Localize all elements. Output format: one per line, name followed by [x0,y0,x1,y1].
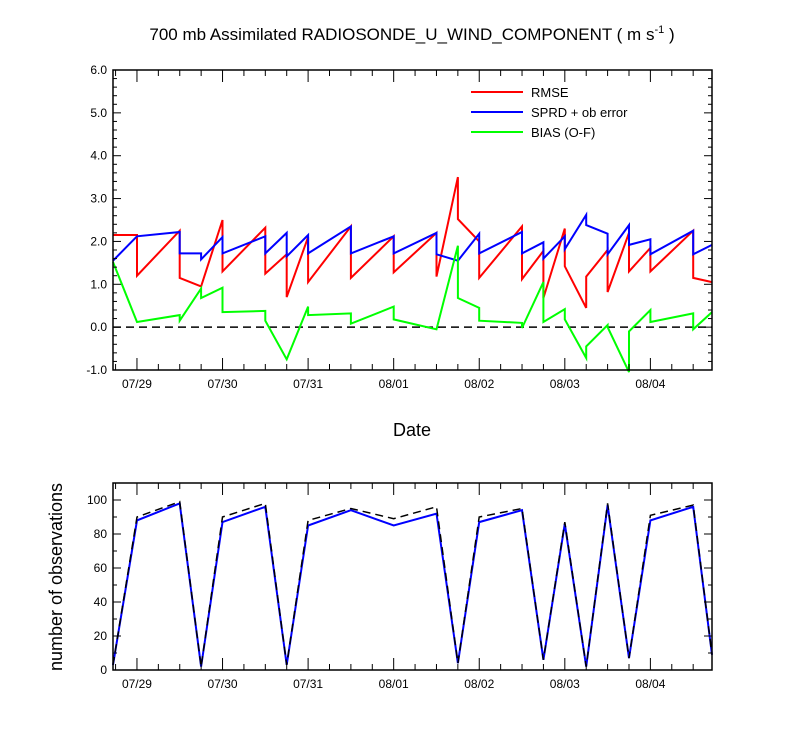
top-series-group [112,176,713,373]
x-tick-label: 07/29 [122,677,152,691]
bottom-series-group [112,500,713,667]
series-line-2 [112,500,713,667]
y-tick-label: 40 [94,595,108,609]
bottom-x-axis: 07/29 07/30 07/31 08/01 08/02 08/03 08/04 [115,483,694,691]
legend-label-3: BIAS (O-F) [531,125,595,140]
plot-border [112,482,713,671]
series-line-1 [113,176,713,309]
top-x-axis: 07/29 07/30 07/31 08/01 08/02 08/03 08/04 [115,70,694,391]
y-tick-label: 3.0 [90,192,107,206]
legend: RMSE SPRD + ob error BIAS (O-F) [471,85,628,140]
y-tick-label: 60 [94,561,108,575]
series-line-1 [112,501,713,667]
x-tick-label: 08/03 [550,377,580,391]
x-tick-label: 07/30 [208,677,238,691]
y-tick-label: 0 [100,663,107,677]
y-tick-label: 2.0 [90,234,107,248]
x-tick-label: 07/29 [122,377,152,391]
y-tick-label: 0.0 [90,320,107,334]
y-tick-label: 5.0 [90,106,107,120]
x-tick-label: 08/04 [635,677,665,691]
y-tick-label: -1.0 [86,363,107,377]
y-tick-label: 20 [94,629,108,643]
y-tick-label: 100 [87,493,107,507]
y-tick-label: 4.0 [90,149,107,163]
x-tick-label: 08/01 [379,677,409,691]
chart-title: 700 mb Assimilated RADIOSONDE_U_WIND_COM… [149,24,674,44]
x-tick-label: 08/02 [464,377,494,391]
series-line-3 [112,245,713,373]
x-tick-label: 07/31 [293,677,323,691]
y-tick-label: 1.0 [90,277,107,291]
x-axis-title: Date [393,420,431,440]
plot-border [112,69,713,371]
y-tick-label: 80 [94,527,108,541]
x-tick-label: 08/02 [464,677,494,691]
top-y-axis: 6.0 5.0 4.0 3.0 2.0 1.0 0.0 -1.0 [86,63,712,377]
x-tick-label: 08/03 [550,677,580,691]
bottom-plot-frame [112,482,713,671]
x-tick-label: 07/31 [293,377,323,391]
top-plot-frame [112,69,713,371]
y-tick-label: 6.0 [90,63,107,77]
series-line-2 [112,211,713,262]
x-tick-label: 07/30 [208,377,238,391]
bottom-y-axis: 100 80 60 40 20 0 [87,482,712,677]
y-axis-title-observations: number of observations [46,483,66,671]
x-tick-label: 08/01 [379,377,409,391]
legend-label-2: SPRD + ob error [531,105,628,120]
x-tick-label: 08/04 [635,377,665,391]
legend-label-1: RMSE [531,85,569,100]
